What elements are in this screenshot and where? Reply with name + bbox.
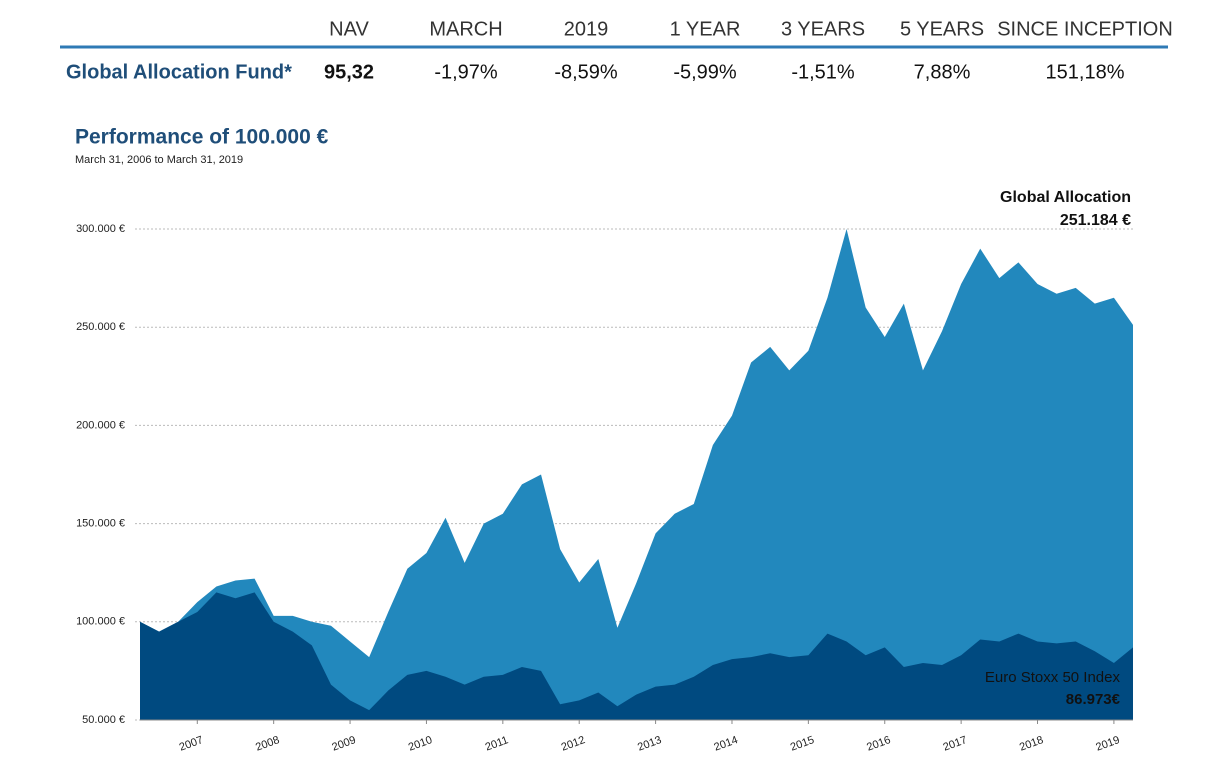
x-tick-label: 2013 (636, 734, 663, 754)
table-header: 1 YEAR (670, 18, 741, 40)
y-tick-label: 50.000 € (82, 714, 125, 726)
table-header: SINCE INCEPTION (997, 18, 1173, 40)
x-tick-label: 2009 (330, 734, 357, 754)
x-tick-label: 2014 (712, 734, 739, 754)
table-cell: 7,88% (914, 61, 971, 83)
y-tick-label: 150.000 € (76, 518, 125, 530)
chart-subtitle: March 31, 2006 to March 31, 2019 (75, 154, 243, 166)
table-cell: -8,59% (554, 61, 618, 83)
series-label: Euro Stoxx 50 Index (985, 669, 1121, 686)
end-value-label: 251.184 € (1060, 212, 1131, 229)
x-tick-label: 2018 (1018, 734, 1045, 754)
series-label: Global Allocation (1000, 189, 1131, 206)
x-tick-label: 2017 (942, 734, 969, 754)
table-header: 2019 (564, 18, 609, 40)
x-tick-label: 2019 (1094, 734, 1121, 754)
table-cell: Global Allocation Fund* (66, 61, 292, 83)
x-tick-label: 2007 (178, 734, 205, 754)
x-tick-label: 2015 (789, 734, 816, 754)
table-cell: -1,51% (791, 61, 855, 83)
table-cell: 151,18% (1046, 61, 1125, 83)
end-value-label: 86.973€ (1066, 691, 1121, 708)
y-tick-label: 300.000 € (76, 223, 125, 235)
x-tick-label: 2010 (407, 734, 434, 754)
table-cell: 95,32 (324, 61, 374, 83)
x-tick-label: 2008 (254, 734, 281, 754)
chart-title: Performance of 100.000 € (75, 126, 329, 149)
area (140, 229, 1133, 720)
y-tick-label: 100.000 € (76, 616, 125, 628)
table-header: NAV (329, 18, 369, 40)
x-tick-label: 2012 (560, 734, 587, 754)
table-header: 5 YEARS (900, 18, 984, 40)
x-tick-label: 2016 (865, 734, 892, 754)
table-cell: -1,97% (434, 61, 498, 83)
table-cell: -5,99% (673, 61, 737, 83)
table-header: 3 YEARS (781, 18, 865, 40)
area (140, 592, 1133, 720)
y-tick-label: 250.000 € (76, 321, 125, 333)
x-tick-label: 2011 (484, 734, 510, 753)
y-tick-label: 200.000 € (76, 419, 125, 431)
table-header: MARCH (429, 18, 502, 40)
